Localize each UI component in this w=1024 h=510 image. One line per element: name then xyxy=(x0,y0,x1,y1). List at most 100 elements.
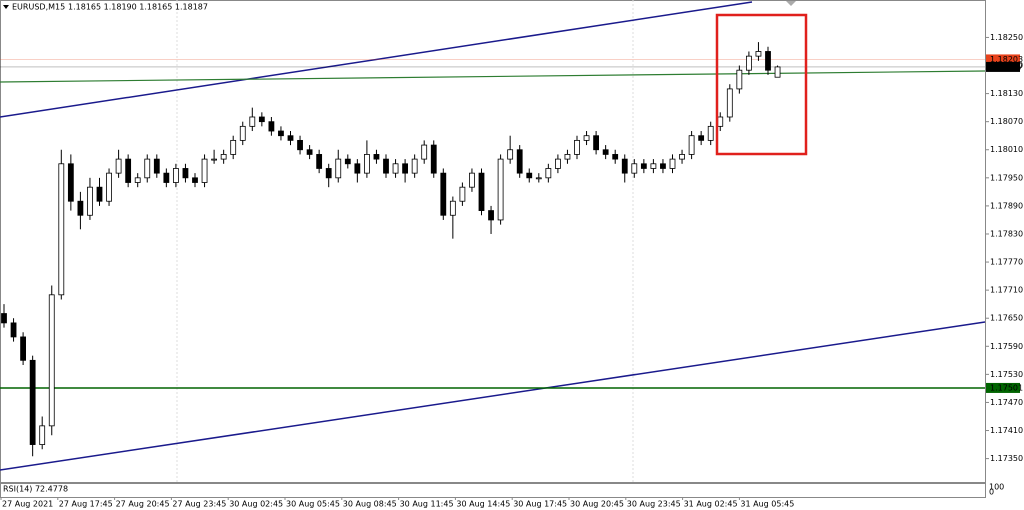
candle-body xyxy=(535,177,542,180)
candle-body xyxy=(545,168,552,179)
candle-body xyxy=(373,154,380,160)
candle-body xyxy=(297,139,303,151)
y-tick-label: 1.18130 xyxy=(990,89,1023,98)
candle-body xyxy=(726,88,733,118)
trendline xyxy=(0,1,753,118)
y-tick-label: 1.18070 xyxy=(990,117,1023,126)
candle-body xyxy=(87,186,93,216)
symbol: EURUSD,M15 xyxy=(12,3,65,12)
highlight-box xyxy=(715,13,808,156)
y-tick-label: 1.17770 xyxy=(990,258,1023,267)
candle-body xyxy=(383,158,389,174)
x-tick-label: 30 Aug 05:45 xyxy=(286,500,340,509)
x-tick-label: 30 Aug 02:45 xyxy=(229,500,283,509)
candle-body xyxy=(39,425,46,445)
plot-frame xyxy=(0,0,986,483)
candle-body xyxy=(526,172,533,179)
candle-body xyxy=(621,158,628,174)
x-tick-label: 30 Aug 17:45 xyxy=(513,500,567,509)
candle-body xyxy=(144,158,151,179)
y-tick-label: 1.17710 xyxy=(990,286,1023,295)
candle-body xyxy=(134,177,141,183)
y-tick-label: 1.17410 xyxy=(990,426,1023,435)
candle-body xyxy=(220,154,227,160)
candle-body xyxy=(115,158,122,174)
trendline xyxy=(0,321,986,471)
candle-body xyxy=(278,130,284,137)
candle-body xyxy=(555,158,561,169)
x-tick-label: 27 Aug 2021 xyxy=(2,500,53,509)
candle-body xyxy=(430,144,437,174)
y-tick-label: 1.17470 xyxy=(990,398,1023,407)
rsi-tick-label: 0 xyxy=(989,488,994,497)
candle-body xyxy=(172,168,179,183)
candle-body xyxy=(306,149,313,155)
candle-body xyxy=(287,135,294,141)
y-tick-label: 1.17350 xyxy=(990,454,1023,463)
candle-body xyxy=(67,163,74,202)
candle-body xyxy=(211,158,218,161)
candle-body xyxy=(593,135,599,151)
candle-body xyxy=(736,69,743,90)
candle-body xyxy=(717,116,724,127)
candle-body xyxy=(20,336,27,361)
y-tick-label: 1.17890 xyxy=(990,201,1023,210)
candle-body xyxy=(125,158,132,183)
candle-body xyxy=(679,154,685,160)
x-tick-label: 30 Aug 23:45 xyxy=(627,500,681,509)
candle-body xyxy=(10,322,17,338)
x-tick-label: 27 Aug 20:45 xyxy=(116,500,170,509)
candle-body xyxy=(774,66,781,78)
candle-body xyxy=(325,168,332,179)
candle-body xyxy=(765,51,771,71)
candle-body xyxy=(363,154,370,174)
price-tag xyxy=(986,382,1020,393)
rsi-label: RSI(14) 72.4778 xyxy=(3,485,68,494)
candle-body xyxy=(440,172,447,216)
candle-body xyxy=(58,163,65,296)
candle-body xyxy=(698,135,705,141)
x-tick-label: 27 Aug 17:45 xyxy=(59,500,113,509)
price-tag-label: 1.17501 xyxy=(990,383,1023,392)
shift-marker xyxy=(786,1,796,6)
candle-body xyxy=(354,163,361,174)
rsi-tick-label: 100 xyxy=(989,483,1004,492)
candle-body xyxy=(469,172,475,188)
candle-body xyxy=(392,163,399,174)
candle-body xyxy=(29,359,36,445)
candle-body xyxy=(688,135,695,155)
candle-body xyxy=(755,51,762,57)
candle-body xyxy=(583,135,590,141)
x-tick-label: 27 Aug 23:45 xyxy=(172,500,226,509)
y-tick-label: 1.18010 xyxy=(990,145,1023,154)
price-tag-label: 1.18203 xyxy=(990,55,1023,64)
candle-body xyxy=(612,154,619,160)
candle-body xyxy=(574,139,580,155)
candle-body xyxy=(564,154,571,160)
candle-body xyxy=(163,172,170,183)
candle-body xyxy=(268,121,275,132)
candle-body xyxy=(478,172,485,211)
price-tag xyxy=(986,61,1020,72)
candle-body xyxy=(669,158,676,169)
candle-body xyxy=(421,144,428,160)
y-tick-label: 1.17590 xyxy=(990,342,1023,351)
candle-body xyxy=(239,125,246,141)
y-tick-label: 1.17530 xyxy=(990,370,1023,379)
candle-body xyxy=(459,186,466,202)
menu-arrow xyxy=(3,5,9,9)
candle-body xyxy=(631,163,638,174)
x-tick-label: 31 Aug 02:45 xyxy=(684,500,738,509)
candle-body xyxy=(335,158,342,179)
candle-body xyxy=(230,139,237,155)
candle-body xyxy=(516,149,523,174)
candle-body xyxy=(707,125,714,141)
rsi-frame xyxy=(0,483,986,498)
candle-body xyxy=(497,158,504,221)
x-tick-label: 30 Aug 08:45 xyxy=(343,500,397,509)
candle-body xyxy=(258,116,265,123)
candle-body xyxy=(182,168,189,179)
candle-body xyxy=(650,163,657,169)
x-tick-label: 30 Aug 11:45 xyxy=(400,500,454,509)
